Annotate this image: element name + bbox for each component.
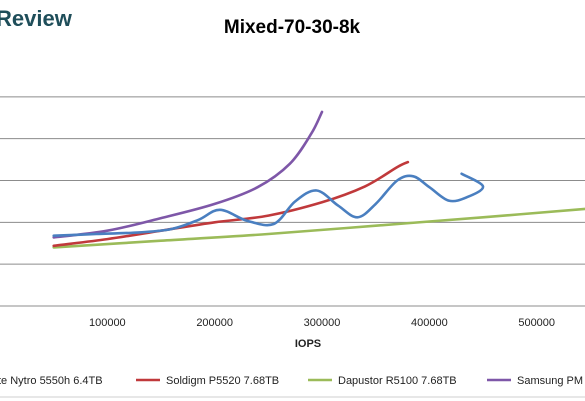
legend: te Nytro 5550h 6.4TB Soldigm P5520 7.68TB… [0,375,585,398]
legend-label-1: Soldigm P5520 7.68TB [166,375,279,387]
series-line-1 [52,160,410,248]
legend-label-3: Samsung PM [517,375,583,387]
x-tick-label-0: 100000 [89,317,126,329]
legend-label-0: te Nytro 5550h 6.4TB [0,375,103,387]
series-lines [52,110,585,249]
x-tick-label-3: 400000 [411,317,448,329]
x-tick-label-1: 200000 [196,317,233,329]
series-line-2 [52,207,585,249]
x-tick-label-4: 500000 [518,317,555,329]
x-tick-label-2: 300000 [304,317,341,329]
x-axis-label: IOPS [295,338,321,350]
series-line-0 [52,172,485,237]
logo-text: Review [0,6,73,31]
x-tick-labels: 100000 200000 300000 400000 500000 [89,317,555,329]
series-line-3 [52,110,324,239]
chart-title: Mixed-70-30-8k [224,17,361,38]
gridlines [0,96,585,307]
legend-label-2: Dapustor R5100 7.68TB [338,375,457,387]
